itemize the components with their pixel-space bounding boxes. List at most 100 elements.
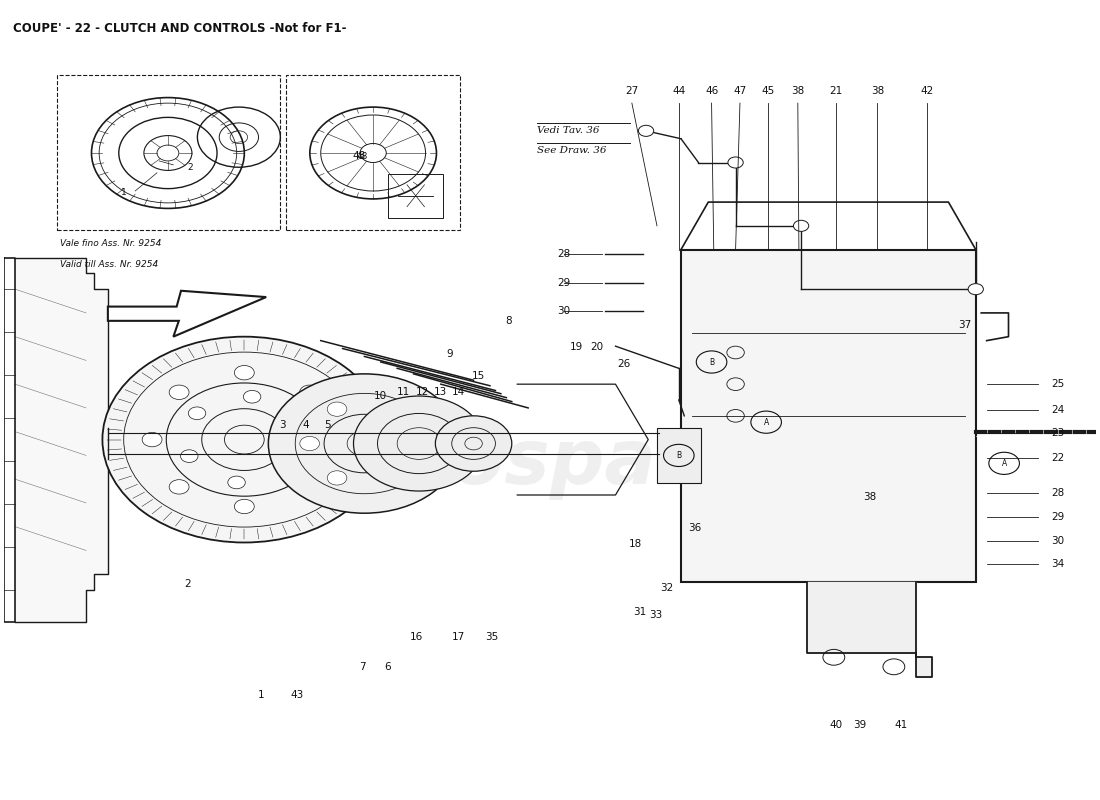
Circle shape: [409, 437, 429, 450]
Text: 10: 10: [374, 391, 387, 401]
Circle shape: [169, 480, 189, 494]
Text: 17: 17: [452, 633, 465, 642]
Text: 39: 39: [854, 719, 867, 730]
Text: 36: 36: [689, 523, 702, 534]
Circle shape: [299, 480, 319, 494]
Circle shape: [243, 390, 261, 403]
Circle shape: [169, 385, 189, 399]
Text: 34: 34: [1050, 559, 1065, 569]
Text: 6: 6: [384, 662, 390, 672]
Text: 15: 15: [471, 371, 485, 382]
Text: 5: 5: [324, 420, 331, 430]
Text: 4: 4: [302, 420, 309, 430]
Circle shape: [228, 476, 245, 489]
Text: Vedi Tav. 36: Vedi Tav. 36: [537, 126, 600, 135]
Bar: [388, 174, 443, 218]
Text: 38: 38: [864, 491, 877, 502]
Text: 2: 2: [187, 162, 192, 172]
Text: 26: 26: [617, 359, 631, 370]
Text: Valid till Ass. Nr. 9254: Valid till Ass. Nr. 9254: [59, 260, 158, 269]
Circle shape: [283, 459, 300, 472]
Circle shape: [234, 499, 254, 514]
Text: 21: 21: [829, 86, 843, 96]
Circle shape: [638, 126, 653, 136]
Circle shape: [793, 220, 808, 231]
Circle shape: [968, 284, 983, 294]
Text: 11: 11: [397, 387, 410, 397]
Text: 22: 22: [1050, 453, 1065, 462]
Polygon shape: [15, 258, 108, 622]
Text: 8: 8: [505, 316, 512, 326]
Circle shape: [382, 471, 402, 485]
Text: 48: 48: [356, 152, 367, 161]
Circle shape: [188, 407, 206, 420]
Text: 28: 28: [1050, 489, 1065, 498]
Text: 19: 19: [570, 342, 583, 352]
Text: 20: 20: [591, 342, 604, 352]
Text: 33: 33: [649, 610, 662, 620]
Text: eurospares: eurospares: [309, 426, 791, 500]
Text: 14: 14: [452, 387, 465, 397]
Text: 7: 7: [359, 662, 365, 672]
Text: 24: 24: [1050, 405, 1065, 414]
Circle shape: [327, 432, 346, 446]
Text: 47: 47: [734, 86, 747, 96]
Text: 44: 44: [672, 86, 685, 96]
Text: 29: 29: [1050, 512, 1065, 522]
Text: 16: 16: [410, 633, 424, 642]
Text: 35: 35: [485, 633, 498, 642]
Circle shape: [327, 471, 346, 485]
Text: 1: 1: [121, 188, 128, 197]
Text: B: B: [710, 358, 714, 366]
Circle shape: [436, 416, 512, 471]
Text: A: A: [763, 418, 769, 426]
Text: 37: 37: [958, 320, 971, 330]
Bar: [657, 428, 701, 483]
Polygon shape: [4, 258, 15, 622]
Circle shape: [102, 337, 386, 542]
Text: 29: 29: [558, 278, 571, 288]
Circle shape: [234, 366, 254, 380]
Bar: [286, 75, 461, 230]
Circle shape: [382, 402, 402, 416]
Text: COUPE' - 22 - CLUTCH AND CONTROLS -Not for F1-: COUPE' - 22 - CLUTCH AND CONTROLS -Not f…: [13, 22, 346, 35]
Text: 18: 18: [628, 539, 641, 549]
Text: 40: 40: [829, 719, 843, 730]
Text: 27: 27: [625, 86, 638, 96]
Text: 2: 2: [185, 578, 191, 589]
Circle shape: [299, 385, 319, 399]
Text: 23: 23: [1050, 428, 1065, 438]
Text: 12: 12: [416, 387, 429, 397]
Circle shape: [353, 396, 484, 491]
Text: 25: 25: [1050, 379, 1065, 389]
Text: A: A: [1001, 459, 1006, 468]
Text: 45: 45: [761, 86, 776, 96]
Text: 28: 28: [558, 249, 571, 258]
Text: 30: 30: [1052, 536, 1064, 546]
Bar: [56, 75, 280, 230]
Text: 9: 9: [447, 349, 453, 359]
Text: 32: 32: [660, 583, 673, 594]
Text: 41: 41: [895, 719, 909, 730]
Text: 42: 42: [920, 86, 933, 96]
Circle shape: [180, 450, 198, 462]
Text: 30: 30: [558, 306, 571, 316]
Text: 31: 31: [632, 607, 646, 617]
Text: 38: 38: [871, 86, 884, 96]
Text: 46: 46: [705, 86, 718, 96]
Polygon shape: [108, 290, 266, 337]
Text: See Draw. 36: See Draw. 36: [537, 146, 606, 155]
Text: B: B: [676, 451, 681, 460]
Circle shape: [327, 402, 346, 416]
Circle shape: [728, 157, 744, 168]
Circle shape: [268, 374, 461, 514]
Text: 1: 1: [257, 690, 264, 699]
Bar: [681, 250, 976, 582]
Text: 3: 3: [279, 420, 286, 430]
Text: 13: 13: [434, 387, 448, 397]
Text: 48: 48: [352, 151, 365, 161]
Text: Vale fino Ass. Nr. 9254: Vale fino Ass. Nr. 9254: [59, 239, 162, 248]
Circle shape: [300, 437, 319, 450]
Circle shape: [142, 432, 162, 446]
Text: 43: 43: [290, 690, 304, 699]
